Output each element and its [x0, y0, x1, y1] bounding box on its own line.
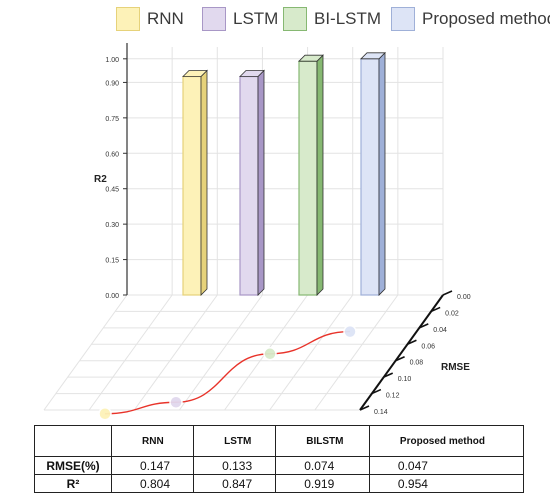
floor-grid-line [179, 294, 263, 411]
rmse-tick-mark [395, 355, 405, 362]
chart-axes [126, 43, 444, 411]
rmse-tick-label: 0.00 [457, 294, 471, 301]
rmse-tick-mark [407, 339, 417, 346]
floor-grid [43, 294, 444, 411]
r2-bars [182, 51, 386, 296]
rmse-axis-ticks: 0.00 0.02 0.04 0.06 0.08 0.10 0.12 0.14 [359, 290, 471, 416]
rmse-tick-mark [430, 306, 441, 313]
rmse-point-lstm [169, 395, 183, 409]
table-row: R² 0.804 0.847 0.919 0.954 [34, 474, 525, 493]
table-cell: 0.847 [193, 474, 277, 493]
legend-item-bilstm: BI-LSTM [283, 3, 381, 35]
r2-tick-label: 0.60 [105, 151, 119, 158]
table-row: RMSE(%) 0.147 0.133 0.074 0.047 [34, 456, 525, 475]
bar-front-face [239, 75, 259, 296]
legend-swatch-rnn [116, 7, 140, 31]
rmse-points [98, 324, 357, 420]
r2-tick-label: 0.15 [105, 258, 119, 265]
floor-grid-line [88, 294, 173, 411]
floor-grid-line [314, 294, 399, 411]
bar-side-face [257, 69, 265, 296]
r2-tick-label: 0.90 [105, 80, 119, 87]
legend: RNN LSTM BI-LSTM Proposed method [0, 3, 550, 35]
r2-tick-label: 0.30 [105, 222, 119, 229]
bar-top-face [182, 70, 208, 77]
r2-tick-label: 0.45 [105, 187, 119, 194]
legend-label: BI-LSTM [314, 9, 382, 28]
rmse-tick-mark [383, 372, 394, 378]
table-cell: 0.074 [275, 456, 370, 475]
r2-tick-label: 0.00 [105, 293, 119, 300]
legend-swatch-bilstm [283, 7, 307, 31]
bar-top-face [360, 52, 386, 60]
metrics-table: RNN LSTM BILSTM Proposed method RMSE(%) … [34, 425, 525, 493]
rmse-tick-label: 0.02 [445, 310, 459, 317]
legend-swatch-lstm [202, 7, 226, 31]
table-header: Proposed method [368, 425, 525, 457]
table-header-row: RNN LSTM BILSTM Proposed method [34, 425, 525, 457]
rmse-tick-label: 0.14 [374, 409, 388, 416]
legend-item-rnn: RNN [116, 3, 184, 35]
rmse-tick-label: 0.12 [386, 393, 400, 400]
table-corner-cell [34, 425, 112, 457]
r2-bar-lstm [239, 69, 265, 296]
bar-front-face [298, 60, 318, 296]
table-cell: 0.919 [275, 474, 370, 493]
floor-grid-line [269, 294, 354, 411]
rmse-axis-line [359, 294, 444, 411]
chart-3d-bar-line: 0.00 0.15 0.30 0.45 0.60 0.75 0.90 1.00 R2 0.00… [43, 43, 471, 420]
legend-swatch-proposed [391, 7, 415, 31]
table-header: RNN [110, 425, 195, 457]
table-cell: 0.047 [368, 456, 525, 475]
r2-bar-bi-lstm [298, 54, 324, 296]
rmse-tick-label: 0.10 [398, 376, 412, 383]
rmse-point-rnn [98, 407, 112, 420]
table-row-label: R² [34, 474, 112, 493]
table-cell: 0.804 [110, 474, 195, 493]
rmse-axis-label: RMSE [441, 362, 470, 373]
rmse-tick-label: 0.08 [410, 360, 424, 367]
rmse-point-bi-lstm [263, 347, 277, 361]
bar-top-face [298, 54, 324, 62]
r2-tick-label: 0.75 [105, 116, 119, 123]
rmse-point-proposed-method [343, 324, 357, 339]
legend-item-lstm: LSTM [202, 3, 278, 35]
rmse-tick-label: 0.04 [433, 327, 447, 334]
back-wall-grid [126, 47, 444, 296]
table-row-label: RMSE(%) [34, 456, 112, 475]
table-cell: 0.133 [193, 456, 277, 475]
legend-label: LSTM [233, 9, 279, 28]
r2-bar-rnn [182, 69, 208, 296]
r2-axis-label: R2 [94, 174, 107, 185]
rmse-tick-mark [371, 388, 382, 395]
r2-tick-label: 1.00 [105, 57, 119, 64]
floor-grid-line [133, 294, 218, 411]
bar-front-face [182, 75, 202, 296]
rmse-tick-mark [442, 290, 453, 296]
bar-top-face [239, 70, 265, 77]
bar-side-face [378, 51, 386, 296]
legend-label: Proposed method [422, 9, 550, 28]
r2-axis-ticks: 0.00 0.15 0.30 0.45 0.60 0.75 0.90 1.00 [105, 57, 127, 300]
rmse-tick-label: 0.06 [421, 343, 435, 350]
table-cell: 0.954 [368, 474, 525, 493]
rmse-line-path [104, 330, 351, 415]
legend-label: RNN [147, 9, 184, 28]
table-header: LSTM [193, 425, 277, 457]
rmse-tick-mark [359, 405, 370, 411]
rmse-line [104, 330, 351, 415]
bar-side-face [200, 69, 208, 296]
r2-bar-proposed-method [360, 51, 386, 296]
bar-front-face [360, 58, 380, 296]
legend-item-proposed: Proposed method [391, 3, 550, 35]
bar-side-face [316, 54, 324, 296]
rmse-tick-mark [418, 323, 429, 329]
floor-grid-line [43, 294, 128, 411]
table-header: BILSTM [275, 425, 370, 457]
table-cell: 0.147 [110, 456, 195, 475]
